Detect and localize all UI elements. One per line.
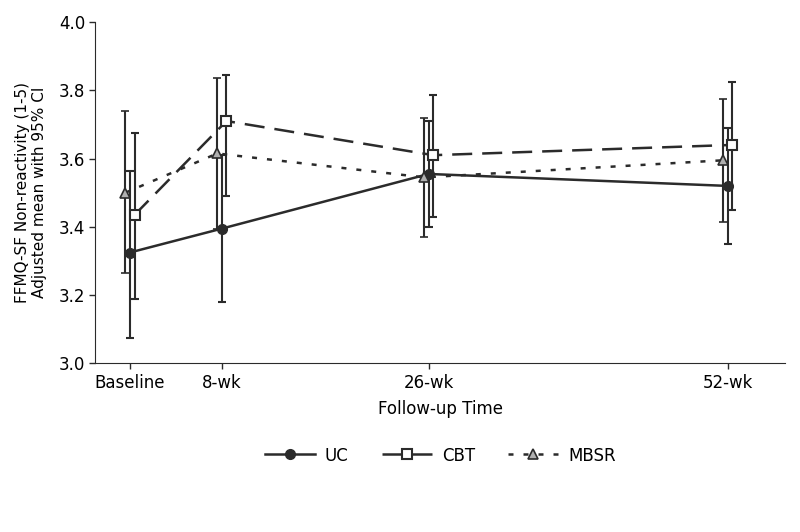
Legend: UC, CBT, MBSR: UC, CBT, MBSR xyxy=(258,440,622,471)
Y-axis label: FFMQ-SF Non-reactivity (1-5)
Adjusted mean with 95% CI: FFMQ-SF Non-reactivity (1-5) Adjusted me… xyxy=(15,82,47,303)
X-axis label: Follow-up Time: Follow-up Time xyxy=(378,400,502,418)
